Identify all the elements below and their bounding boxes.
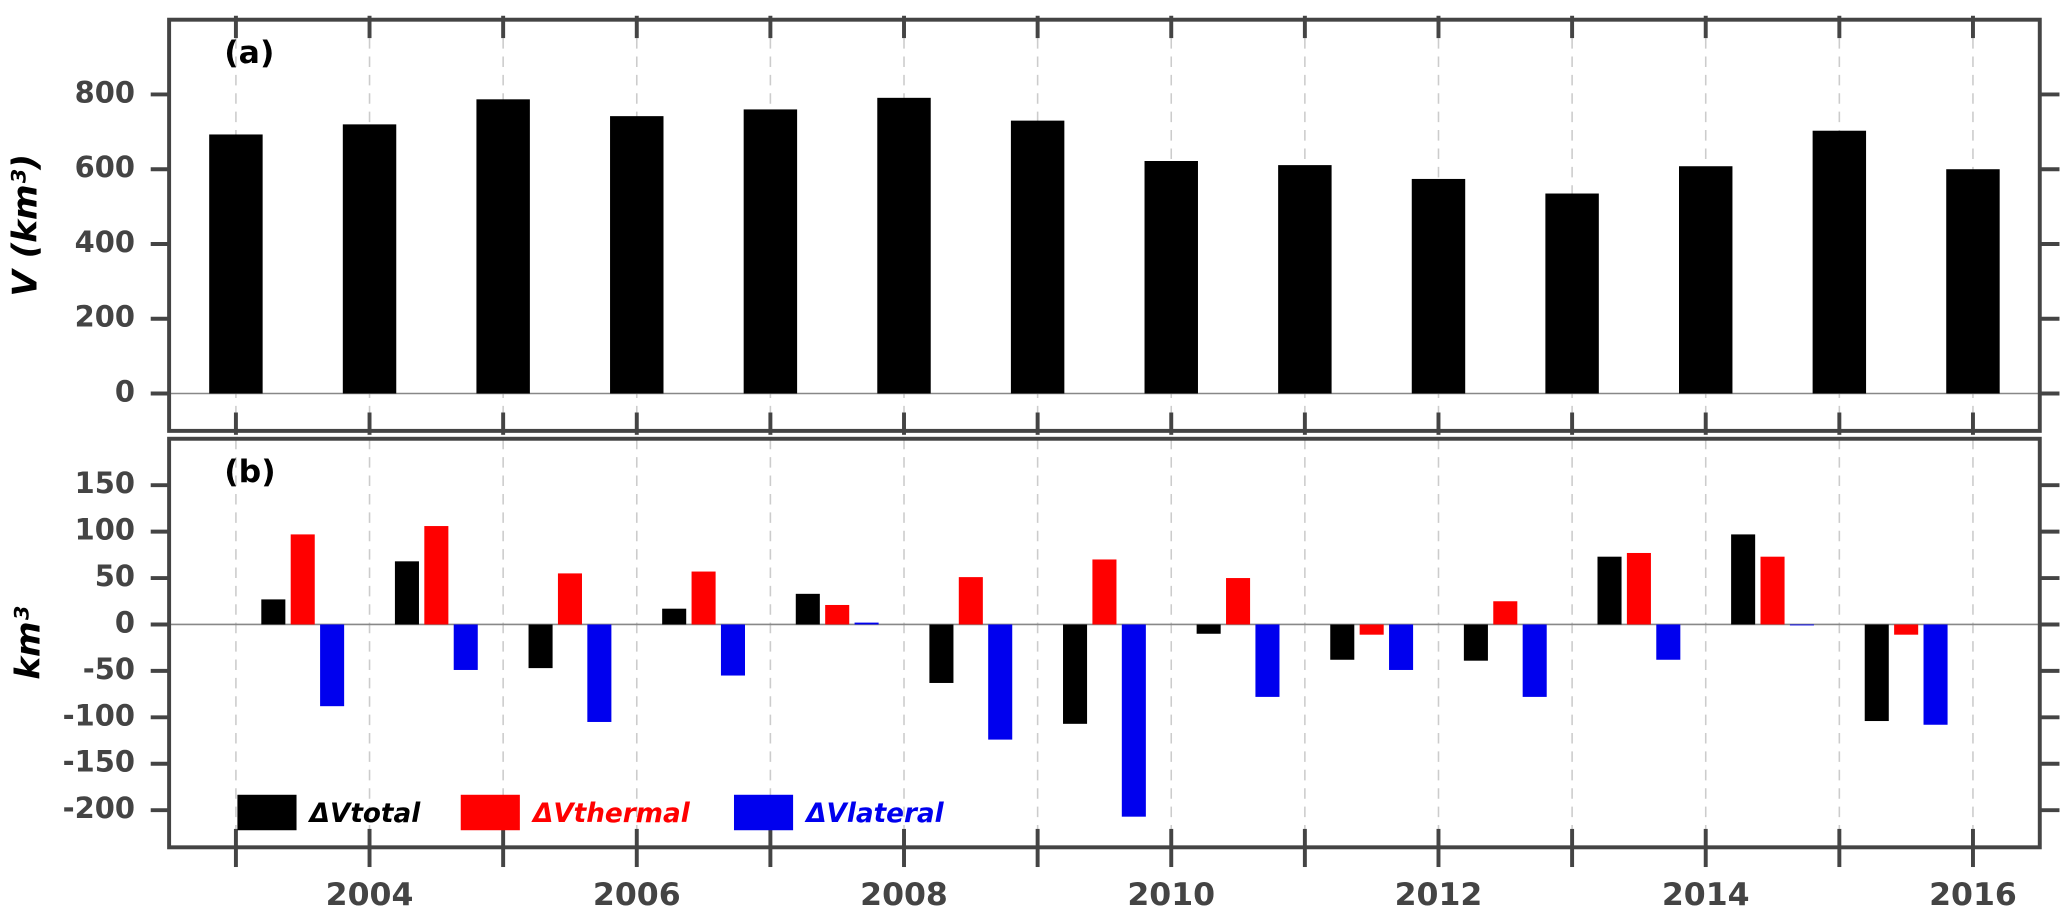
bar bbox=[1196, 624, 1221, 634]
bar bbox=[825, 604, 850, 625]
bar bbox=[394, 561, 419, 625]
bar bbox=[662, 608, 687, 625]
bar bbox=[1121, 624, 1146, 817]
y-axis-label: km³ bbox=[8, 606, 48, 679]
bar bbox=[320, 624, 345, 707]
legend-label: ΔVlateral bbox=[804, 799, 944, 829]
bar bbox=[1864, 624, 1889, 722]
bar bbox=[1493, 601, 1518, 625]
bar bbox=[854, 622, 879, 625]
y-tick-label: 0 bbox=[115, 605, 135, 639]
plot-frame bbox=[167, 17, 2042, 433]
legend-swatch bbox=[460, 794, 520, 831]
bar bbox=[557, 573, 582, 625]
y-tick-label: -100 bbox=[63, 698, 135, 732]
bar bbox=[1731, 534, 1756, 625]
y-tick-label: -150 bbox=[63, 745, 135, 779]
y-tick-label: -50 bbox=[83, 652, 135, 686]
x-tick-label: 2008 bbox=[860, 877, 948, 913]
bar bbox=[929, 624, 954, 683]
bar bbox=[1894, 624, 1919, 635]
bar bbox=[476, 99, 530, 394]
legend-label: ΔVthermal bbox=[531, 799, 691, 829]
bar bbox=[1656, 624, 1681, 660]
bar bbox=[424, 526, 449, 625]
bar bbox=[1463, 624, 1488, 661]
legend-label: ΔVtotal bbox=[308, 799, 422, 829]
bar bbox=[342, 124, 397, 394]
y-tick-label: 0 bbox=[115, 375, 135, 409]
x-tick-label: 2012 bbox=[1395, 877, 1483, 913]
bar bbox=[290, 534, 315, 625]
legend-swatch bbox=[237, 794, 297, 831]
y-axis-label: V (km³) bbox=[6, 154, 46, 297]
panel-label: (a) bbox=[224, 35, 274, 71]
bar bbox=[1923, 624, 1948, 725]
bar bbox=[1760, 556, 1785, 625]
bar bbox=[1226, 578, 1251, 625]
bar bbox=[1626, 552, 1651, 625]
bar bbox=[1092, 559, 1117, 625]
bar bbox=[209, 134, 263, 394]
bar bbox=[1946, 169, 2000, 394]
bar bbox=[1144, 161, 1198, 394]
y-tick-label: 600 bbox=[75, 150, 135, 184]
legend-swatch bbox=[733, 794, 794, 831]
bar bbox=[261, 599, 286, 625]
y-tick-label: 100 bbox=[75, 513, 135, 547]
y-tick-label: 50 bbox=[95, 559, 135, 593]
bar bbox=[1389, 624, 1414, 670]
x-tick-label: 2006 bbox=[593, 877, 681, 913]
bar bbox=[1812, 130, 1867, 394]
bar bbox=[1411, 178, 1466, 394]
x-tick-label: 2010 bbox=[1127, 877, 1215, 913]
x-tick-label: 2004 bbox=[326, 877, 414, 913]
y-tick-label: 800 bbox=[75, 75, 135, 109]
x-tick-label: 2014 bbox=[1662, 877, 1750, 913]
bar bbox=[720, 624, 746, 676]
bar bbox=[877, 97, 931, 394]
bar bbox=[1255, 624, 1280, 697]
bar bbox=[795, 593, 820, 625]
bar bbox=[1063, 624, 1088, 724]
bar bbox=[528, 624, 553, 669]
bar bbox=[1522, 624, 1547, 697]
panel-label: (b) bbox=[224, 454, 275, 490]
bar bbox=[1359, 624, 1384, 635]
bar bbox=[1278, 165, 1332, 394]
bar bbox=[1597, 556, 1622, 625]
bar bbox=[1678, 166, 1733, 394]
bar bbox=[453, 624, 478, 670]
bar bbox=[587, 624, 612, 722]
bar bbox=[610, 116, 664, 394]
bar bbox=[988, 624, 1013, 740]
x-tick-label: 2016 bbox=[1929, 877, 2017, 913]
bar bbox=[1545, 193, 1599, 394]
y-tick-label: 150 bbox=[75, 466, 135, 500]
bar bbox=[1789, 624, 1814, 626]
y-tick-label: 200 bbox=[75, 300, 135, 334]
bar bbox=[691, 571, 716, 625]
plot-frame bbox=[167, 436, 2042, 850]
bar bbox=[743, 109, 798, 394]
bar bbox=[1010, 120, 1065, 394]
y-tick-label: -200 bbox=[63, 791, 135, 825]
bar bbox=[958, 577, 983, 625]
y-tick-label: 400 bbox=[75, 225, 135, 259]
bar bbox=[1330, 624, 1355, 660]
